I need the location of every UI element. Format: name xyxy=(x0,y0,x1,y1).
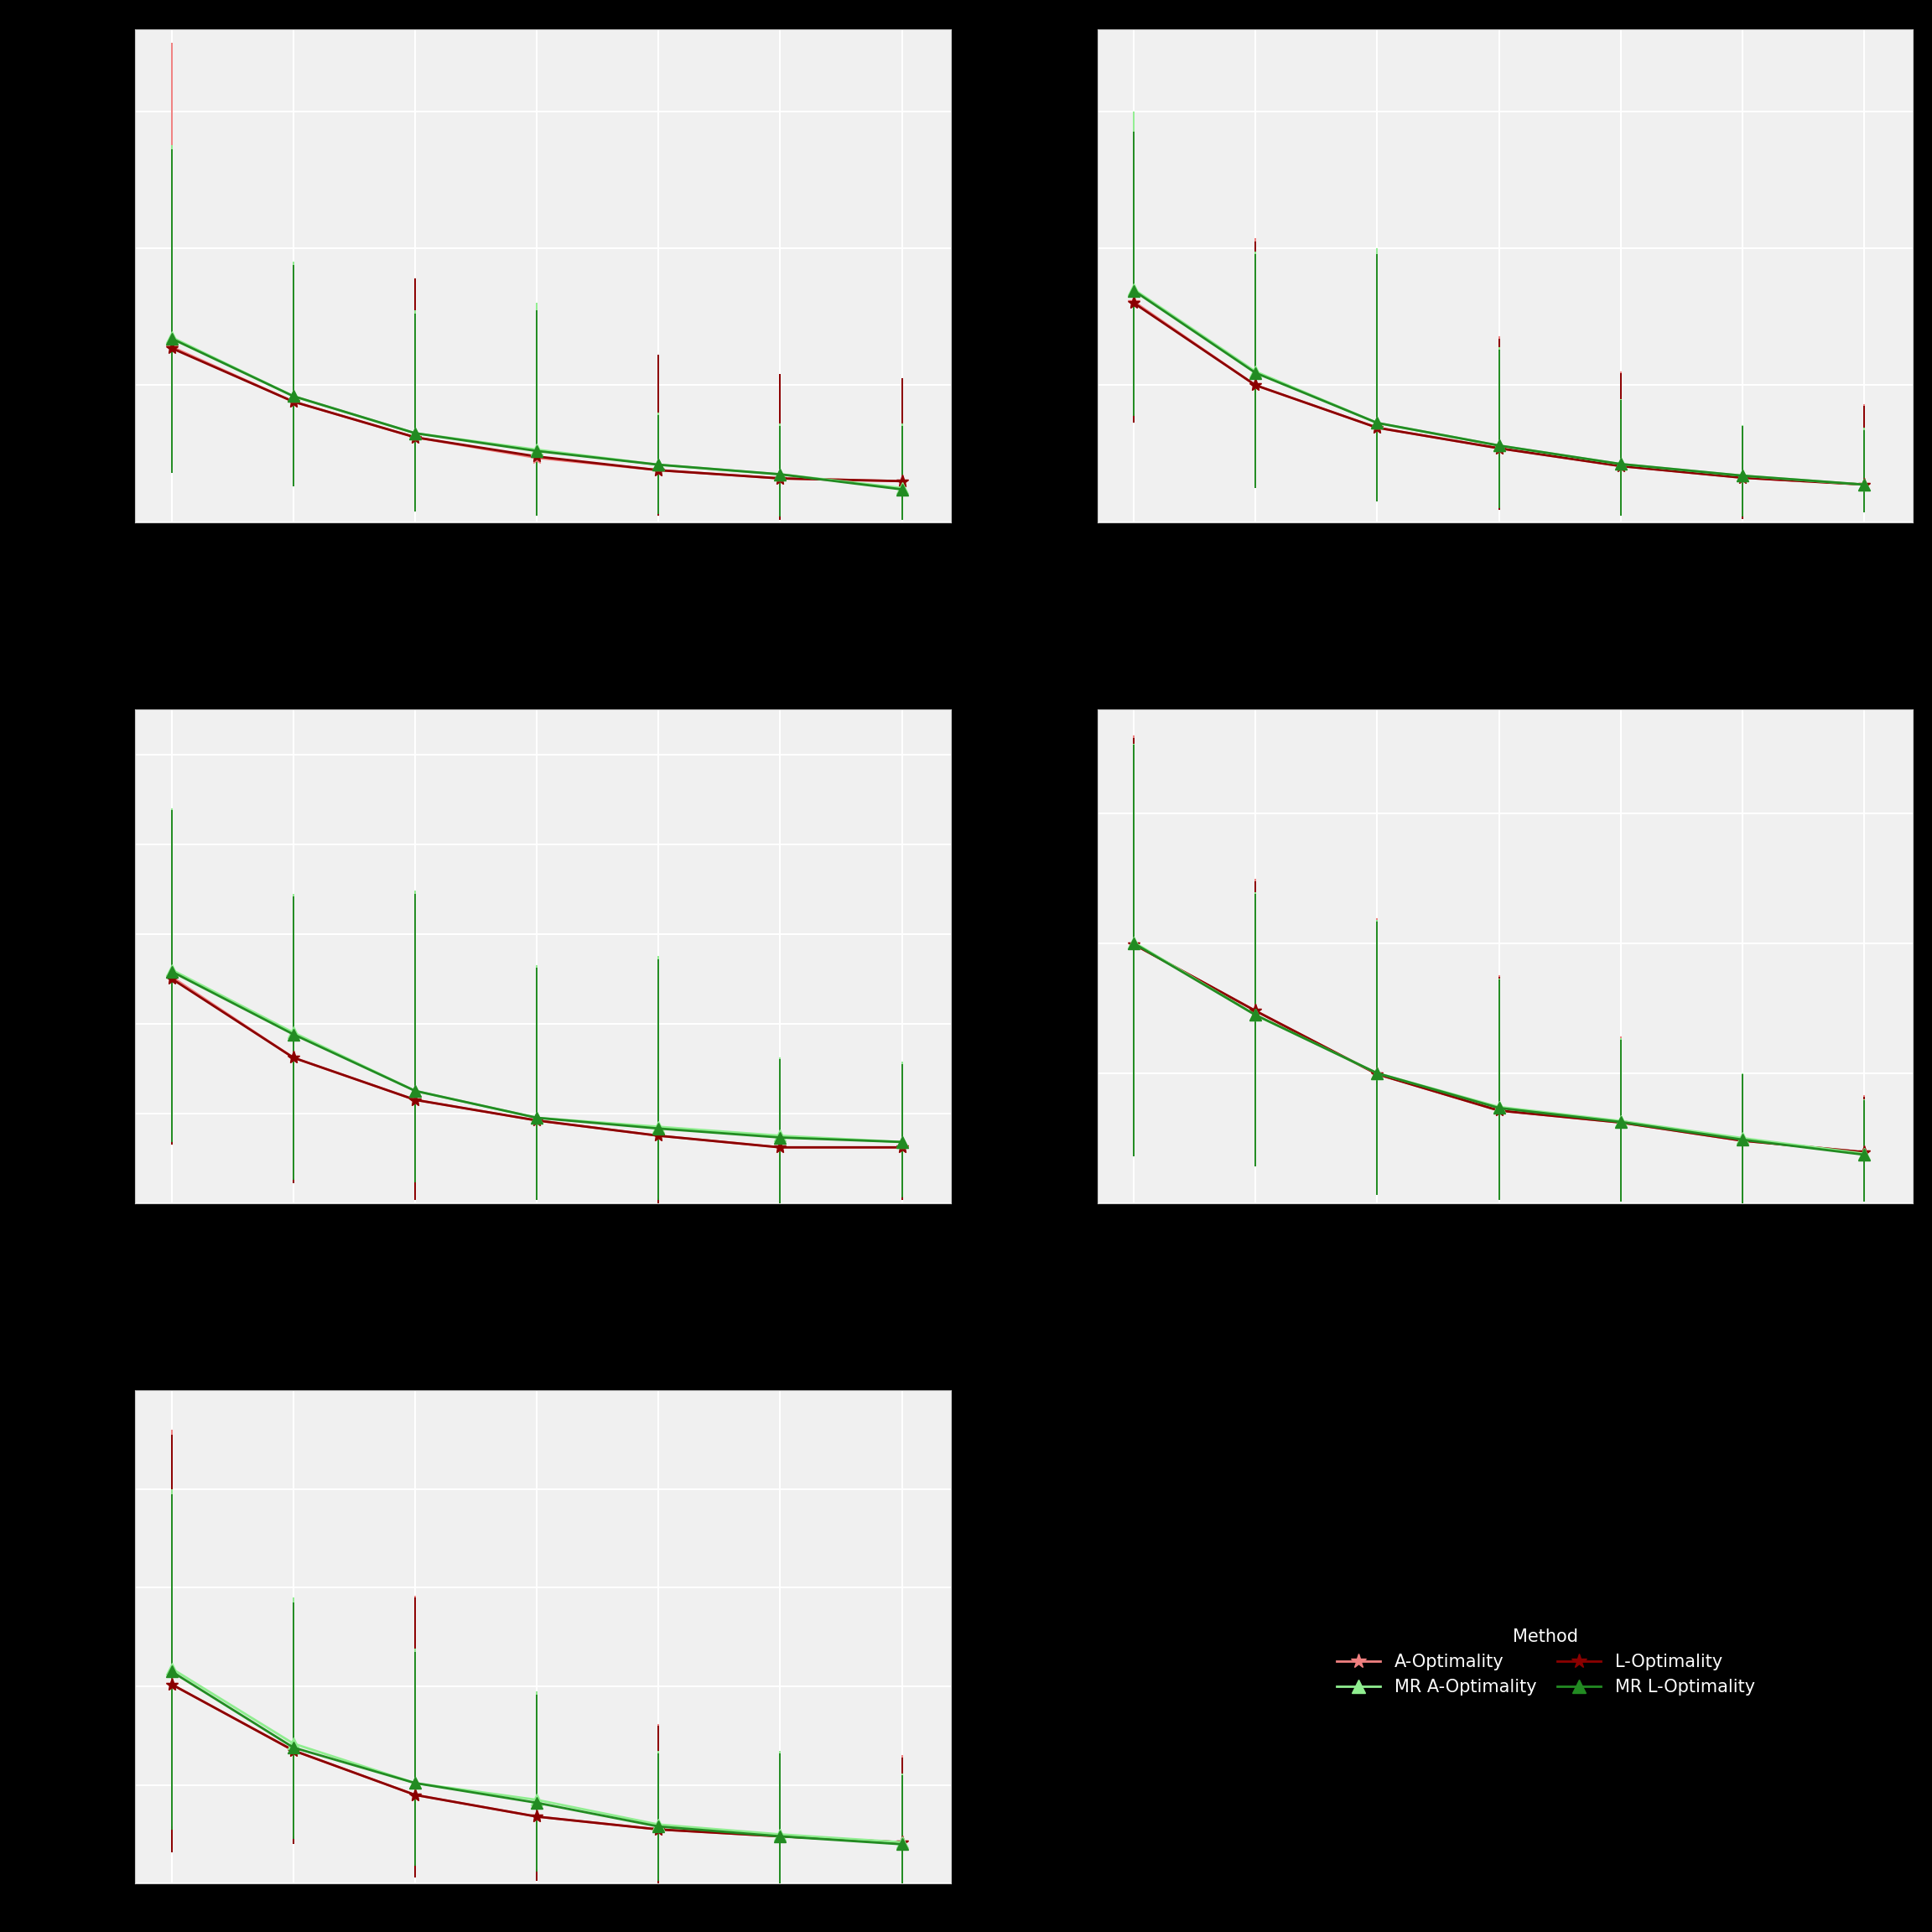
Text: a: a xyxy=(77,0,93,19)
Text: c: c xyxy=(77,680,91,699)
Y-axis label: Squared Error: Squared Error xyxy=(1037,893,1053,1020)
Text: e: e xyxy=(77,1360,93,1381)
Y-axis label: Squared Error: Squared Error xyxy=(99,1573,114,1702)
X-axis label: Sample size: Sample size xyxy=(1451,570,1559,587)
Text: b: b xyxy=(1039,0,1055,19)
Text: Model 5: Model 5 xyxy=(135,1372,216,1389)
Y-axis label: Squared Error: Squared Error xyxy=(1059,211,1076,340)
Y-axis label: Squared Error: Squared Error xyxy=(99,211,114,340)
X-axis label: Sample size: Sample size xyxy=(489,1252,597,1267)
Y-axis label: Squared Error: Squared Error xyxy=(85,893,100,1020)
X-axis label: Sample size: Sample size xyxy=(489,570,597,587)
Text: Model 1: Model 1 xyxy=(135,12,216,27)
Legend: A-Optimality, MR A-Optimality, L-Optimality, MR L-Optimality: A-Optimality, MR A-Optimality, L-Optimal… xyxy=(1329,1621,1762,1702)
Text: Model 2: Model 2 xyxy=(1097,12,1179,27)
Text: Model 3: Model 3 xyxy=(135,692,216,709)
X-axis label: Sample size: Sample size xyxy=(1451,1252,1559,1267)
Text: d: d xyxy=(1039,680,1055,699)
Text: Model 4: Model 4 xyxy=(1097,692,1179,709)
